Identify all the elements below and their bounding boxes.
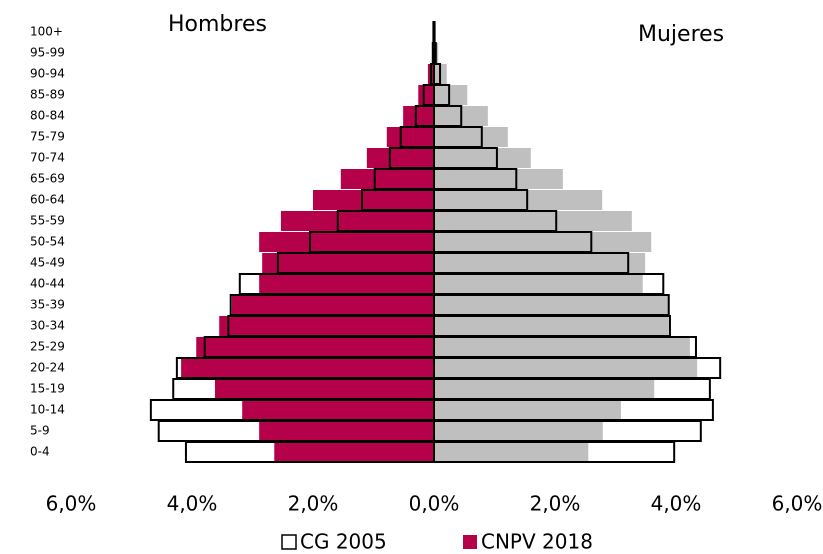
- bar: [259, 232, 434, 252]
- x-tick-label: 4,0%: [167, 492, 218, 516]
- bar: [386, 127, 434, 147]
- bar: [434, 274, 643, 294]
- bar: [434, 169, 563, 189]
- bar: [434, 295, 669, 315]
- bar: [280, 211, 434, 231]
- bar: [434, 337, 690, 357]
- y-tick-label: 35-39: [30, 298, 65, 312]
- bar: [433, 42, 437, 64]
- bar: [242, 400, 434, 420]
- y-tick-label: 0-4: [30, 445, 50, 459]
- bar: [340, 169, 434, 189]
- bar: [434, 211, 632, 231]
- bar: [434, 190, 603, 210]
- bar: [403, 106, 434, 126]
- bar: [259, 274, 434, 294]
- y-tick-label: 5-9: [30, 424, 50, 438]
- y-tick-label: 95-99: [30, 46, 65, 60]
- bar: [219, 316, 434, 336]
- y-tick-label: 55-59: [30, 214, 65, 228]
- y-tick-label: 60-64: [30, 193, 65, 207]
- bar: [214, 379, 434, 399]
- x-tick-label: 0,0%: [409, 492, 460, 516]
- bar: [434, 400, 621, 420]
- y-tick-label: 15-19: [30, 382, 65, 396]
- bar: [262, 253, 434, 273]
- y-tick-label: 65-69: [30, 172, 65, 186]
- legend-label: CNPV 2018: [481, 530, 593, 554]
- bar: [434, 421, 603, 441]
- bar: [434, 316, 669, 336]
- bar: [433, 84, 451, 106]
- x-tick-label: 2,0%: [288, 492, 339, 516]
- y-tick-label: 50-54: [30, 235, 65, 249]
- bar: [366, 148, 434, 168]
- bar: [196, 337, 434, 357]
- bar: [434, 85, 468, 105]
- bar: [231, 295, 434, 315]
- bar: [434, 442, 589, 462]
- y-tick-label: 25-29: [30, 340, 65, 354]
- x-tick-label: 6,0%: [772, 492, 823, 516]
- bar: [313, 190, 434, 210]
- bar: [434, 253, 646, 273]
- bar: [434, 379, 655, 399]
- y-tick-label: 75-79: [30, 130, 65, 144]
- legend-swatch: [281, 534, 297, 550]
- bar: [181, 358, 434, 378]
- x-tick-label: 4,0%: [651, 492, 702, 516]
- bar: [434, 232, 652, 252]
- y-tick-label: 90-94: [30, 67, 65, 81]
- left-side-label: Hombres: [168, 12, 267, 37]
- y-tick-label: 20-24: [30, 361, 65, 375]
- y-tick-label: 10-14: [30, 403, 65, 417]
- bar: [434, 148, 531, 168]
- y-tick-label: 30-34: [30, 319, 65, 333]
- y-tick-label: 45-49: [30, 256, 65, 270]
- bar: [418, 85, 434, 105]
- y-tick-label: 100+: [30, 25, 63, 39]
- x-tick-label: 2,0%: [530, 492, 581, 516]
- legend-label: CG 2005: [300, 530, 387, 554]
- bar: [433, 63, 442, 85]
- y-tick-label: 70-74: [30, 151, 65, 165]
- bar: [434, 127, 508, 147]
- y-tick-label: 80-84: [30, 109, 65, 123]
- legend-swatch: [463, 535, 477, 549]
- right-side-label: Mujeres: [638, 22, 724, 47]
- bar: [259, 421, 434, 441]
- y-tick-label: 40-44: [30, 277, 65, 291]
- bar: [274, 442, 434, 462]
- y-tick-label: 85-89: [30, 88, 65, 102]
- bar: [434, 358, 698, 378]
- x-tick-label: 6,0%: [46, 492, 97, 516]
- bar: [433, 21, 436, 43]
